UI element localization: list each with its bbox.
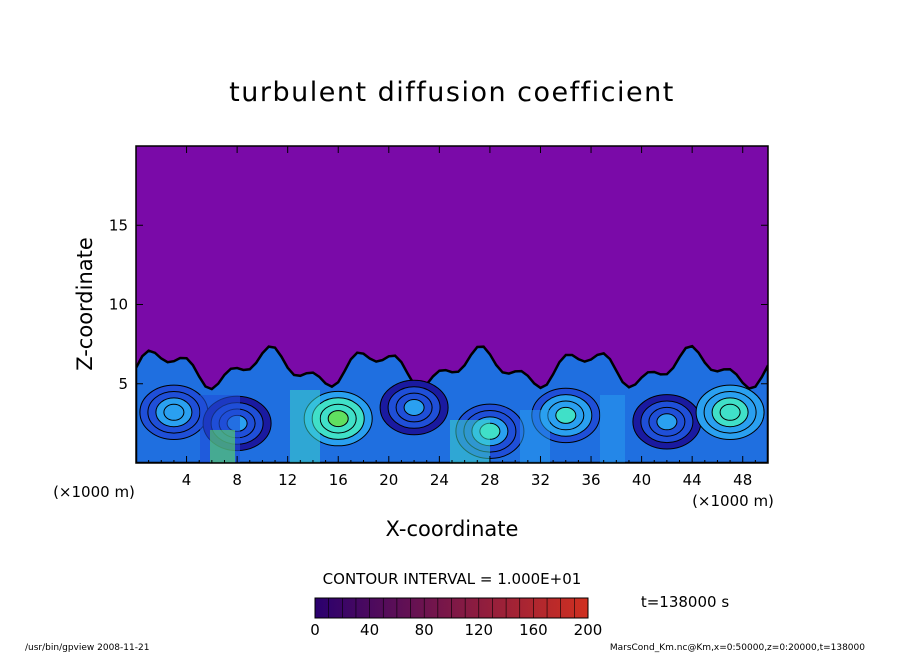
contour-interval-text: CONTOUR INTERVAL = 1.000E+01 bbox=[323, 570, 582, 588]
eddy-contour bbox=[555, 406, 577, 424]
eddy-contour bbox=[327, 410, 349, 428]
x-tick-label: 48 bbox=[733, 471, 752, 489]
colorbar-tick-label: 160 bbox=[519, 621, 548, 639]
y-tick-labels: 5 10 15 bbox=[109, 216, 128, 393]
y-axis-label: Z-coordinate bbox=[73, 237, 97, 371]
x-tick-label: 12 bbox=[278, 471, 297, 489]
eddy-contour bbox=[719, 403, 741, 421]
y-tick-label: 15 bbox=[109, 216, 128, 234]
eddy-contour bbox=[163, 403, 185, 421]
colorbar-tick-label: 40 bbox=[360, 621, 379, 639]
time-label: t=138000 s bbox=[641, 593, 729, 611]
y-tick-marks bbox=[136, 224, 768, 385]
low-level-field bbox=[200, 390, 625, 463]
eddy bbox=[632, 394, 702, 450]
x-tick-label: 8 bbox=[232, 471, 242, 489]
colorbar-tick-label: 120 bbox=[464, 621, 493, 639]
x-tick-marks bbox=[148, 146, 756, 463]
footer-left: /usr/bin/gpview 2008-11-21 bbox=[25, 643, 149, 653]
x-unit-label-left: (×1000 m) bbox=[53, 483, 135, 501]
plot-area bbox=[136, 146, 768, 463]
x-tick-label: 40 bbox=[632, 471, 651, 489]
x-tick-label: 44 bbox=[683, 471, 702, 489]
eddy bbox=[303, 390, 373, 447]
colorbar-tick-label: 200 bbox=[574, 621, 603, 639]
colorbar-tick-label: 0 bbox=[310, 621, 320, 639]
eddy bbox=[379, 379, 449, 436]
x-tick-label: 28 bbox=[480, 471, 499, 489]
x-axis-label: X-coordinate bbox=[386, 517, 519, 541]
x-unit-label-right: (×1000 m) bbox=[692, 492, 774, 510]
eddy-contour bbox=[403, 399, 425, 416]
y-tick-label: 5 bbox=[118, 375, 128, 393]
chart-title: turbulent diffusion coefficient bbox=[229, 77, 675, 108]
x-tick-label: 36 bbox=[581, 471, 600, 489]
x-tick-label: 20 bbox=[379, 471, 398, 489]
x-tick-label: 4 bbox=[182, 471, 192, 489]
eddy bbox=[139, 384, 209, 440]
x-tick-label: 16 bbox=[329, 471, 348, 489]
eddy bbox=[695, 384, 765, 440]
y-tick-label: 10 bbox=[109, 296, 128, 314]
colorbar-contour-lines bbox=[328, 598, 575, 618]
x-tick-labels: 4 8 12 16 20 24 28 32 36 40 44 48 bbox=[182, 471, 752, 489]
colorbar-labels: 0 40 80 120 160 200 bbox=[310, 621, 602, 639]
x-tick-label: 24 bbox=[430, 471, 449, 489]
x-tick-label: 32 bbox=[531, 471, 550, 489]
colorbar-tick-label: 80 bbox=[415, 621, 434, 639]
footer-right: MarsCond_Km.nc@Km,x=0:50000,z=0:20000,t=… bbox=[610, 643, 865, 653]
eddy-contour bbox=[656, 413, 678, 431]
